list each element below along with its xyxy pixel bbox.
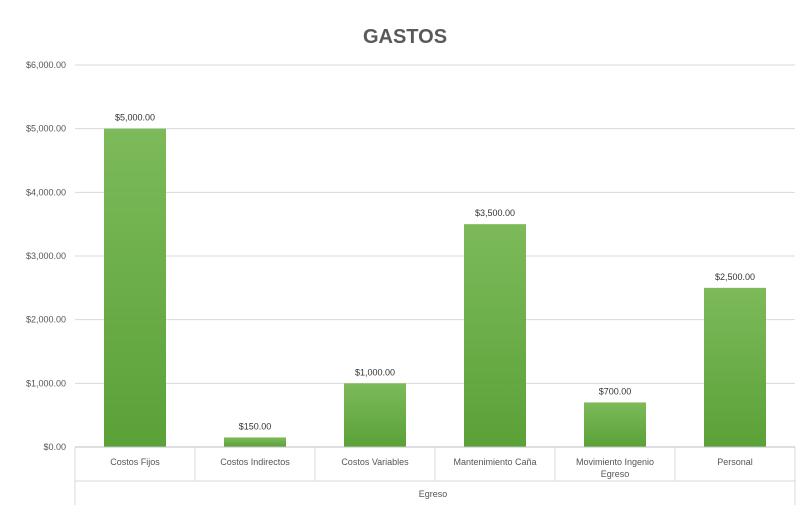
y-tick-label: $3,000.00 — [26, 251, 66, 261]
x-tick-label: Costos Fijos — [110, 457, 160, 467]
data-label: $700.00 — [599, 386, 632, 396]
data-label: $150.00 — [239, 421, 272, 431]
bar — [464, 224, 526, 447]
data-label: $3,500.00 — [475, 208, 515, 218]
x-tick-label: Costos Variables — [341, 457, 409, 467]
bar — [344, 383, 406, 447]
bar — [584, 402, 646, 447]
x-tick-label: Mantenimiento Caña — [453, 457, 536, 467]
y-tick-label: $5,000.00 — [26, 124, 66, 134]
x-tick-label: Personal — [717, 457, 753, 467]
bar — [224, 437, 286, 447]
y-tick-label: $6,000.00 — [26, 60, 66, 70]
chart-title: GASTOS — [363, 26, 447, 48]
data-label: $5,000.00 — [115, 113, 155, 123]
gridlines — [75, 64, 795, 384]
y-tick-label: $1,000.00 — [26, 378, 66, 388]
y-tick-label: $2,000.00 — [26, 315, 66, 325]
y-tick-label: $4,000.00 — [26, 187, 66, 197]
y-tick-label: $0.00 — [43, 442, 66, 452]
bar — [104, 128, 166, 447]
data-label: $2,500.00 — [715, 272, 755, 282]
x-axis-title: Egreso — [419, 489, 448, 499]
bars — [104, 128, 766, 447]
data-label: $1,000.00 — [355, 367, 395, 377]
y-axis-ticks: $0.00 $1,000.00 $2,000.00 $3,000.00 $4,000.0… — [26, 60, 66, 452]
x-axis-ticks: Costos Fijos Costos Indirectos Costos Vari… — [110, 457, 753, 479]
x-axis-category-dividers — [74, 447, 796, 505]
x-tick-label: Movimiento Ingenio Egreso — [576, 457, 654, 479]
data-labels: $5,000.00 $150.00 $1,000.00 $3,500.00 $700.0… — [115, 113, 755, 432]
x-tick-label: Costos Indirectos — [220, 457, 290, 467]
bar — [704, 287, 766, 447]
